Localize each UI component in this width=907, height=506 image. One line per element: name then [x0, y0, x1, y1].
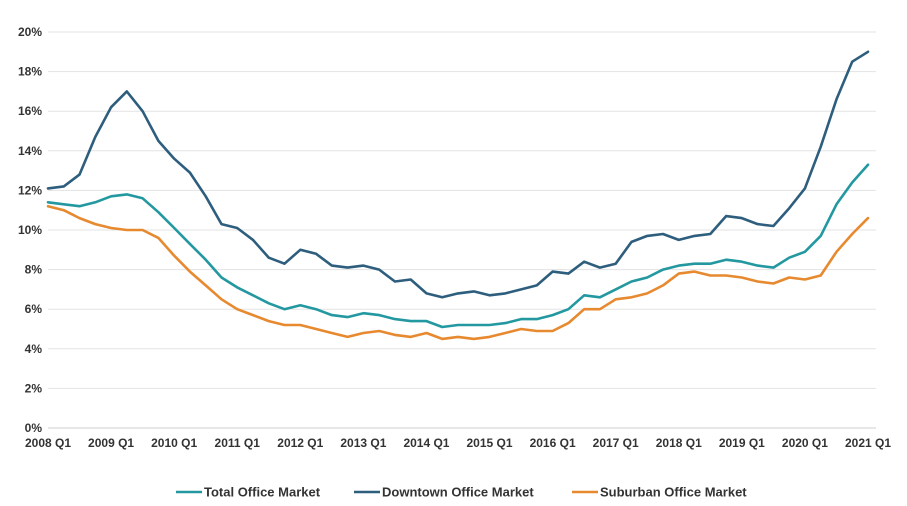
x-tick-label: 2015 Q1: [467, 436, 513, 450]
x-tick-label: 2020 Q1: [782, 436, 828, 450]
y-tick-label: 8%: [25, 263, 43, 277]
x-tick-label: 2018 Q1: [656, 436, 702, 450]
x-axis-tick-labels: 2008 Q1 2009 Q1 2010 Q1 2011 Q1 2012 Q1 2013 …: [25, 436, 891, 450]
legend: Total Office Market Downtown Office Marke…: [176, 485, 747, 500]
series-line-total-office-market: [46, 163, 870, 329]
legend-item: Total Office Market: [176, 485, 321, 500]
x-tick-label: 2016 Q1: [530, 436, 576, 450]
legend-item: Suburban Office Market: [572, 485, 747, 500]
y-tick-label: 20%: [18, 25, 42, 39]
y-tick-label: 10%: [18, 223, 42, 237]
x-tick-label: 2014 Q1: [403, 436, 449, 450]
series-lines: [46, 50, 870, 341]
x-tick-label: 2013 Q1: [340, 436, 386, 450]
legend-item: Downtown Office Market: [354, 485, 534, 500]
x-tick-label: 2008 Q1: [25, 436, 71, 450]
y-tick-label: 16%: [18, 104, 42, 118]
y-tick-label: 0%: [25, 421, 43, 435]
x-tick-label: 2017 Q1: [593, 436, 639, 450]
x-tick-label: 2019 Q1: [719, 436, 765, 450]
x-tick-label: 2009 Q1: [88, 436, 134, 450]
x-tick-label: 2010 Q1: [151, 436, 197, 450]
legend-label: Downtown Office Market: [382, 485, 534, 500]
series-line-suburban-office-market: [46, 204, 870, 341]
y-tick-label: 18%: [18, 65, 42, 79]
x-tick-label: 2012 Q1: [277, 436, 323, 450]
legend-label: Suburban Office Market: [600, 485, 747, 500]
y-tick-label: 6%: [25, 302, 43, 316]
x-tick-label: 2011 Q1: [215, 436, 261, 450]
legend-label: Total Office Market: [204, 485, 321, 500]
y-tick-label: 14%: [18, 144, 42, 158]
gridlines: [48, 31, 876, 389]
series-line-downtown-office-market: [46, 50, 870, 299]
y-tick-label: 2%: [25, 381, 43, 395]
x-tick-label: 2021 Q1: [845, 436, 891, 450]
y-tick-label: 4%: [25, 342, 43, 356]
y-tick-label: 12%: [18, 183, 42, 197]
y-axis-tick-labels: 0% 2% 4% 6% 8% 10% 12% 14% 16% 18% 20%: [18, 25, 42, 435]
